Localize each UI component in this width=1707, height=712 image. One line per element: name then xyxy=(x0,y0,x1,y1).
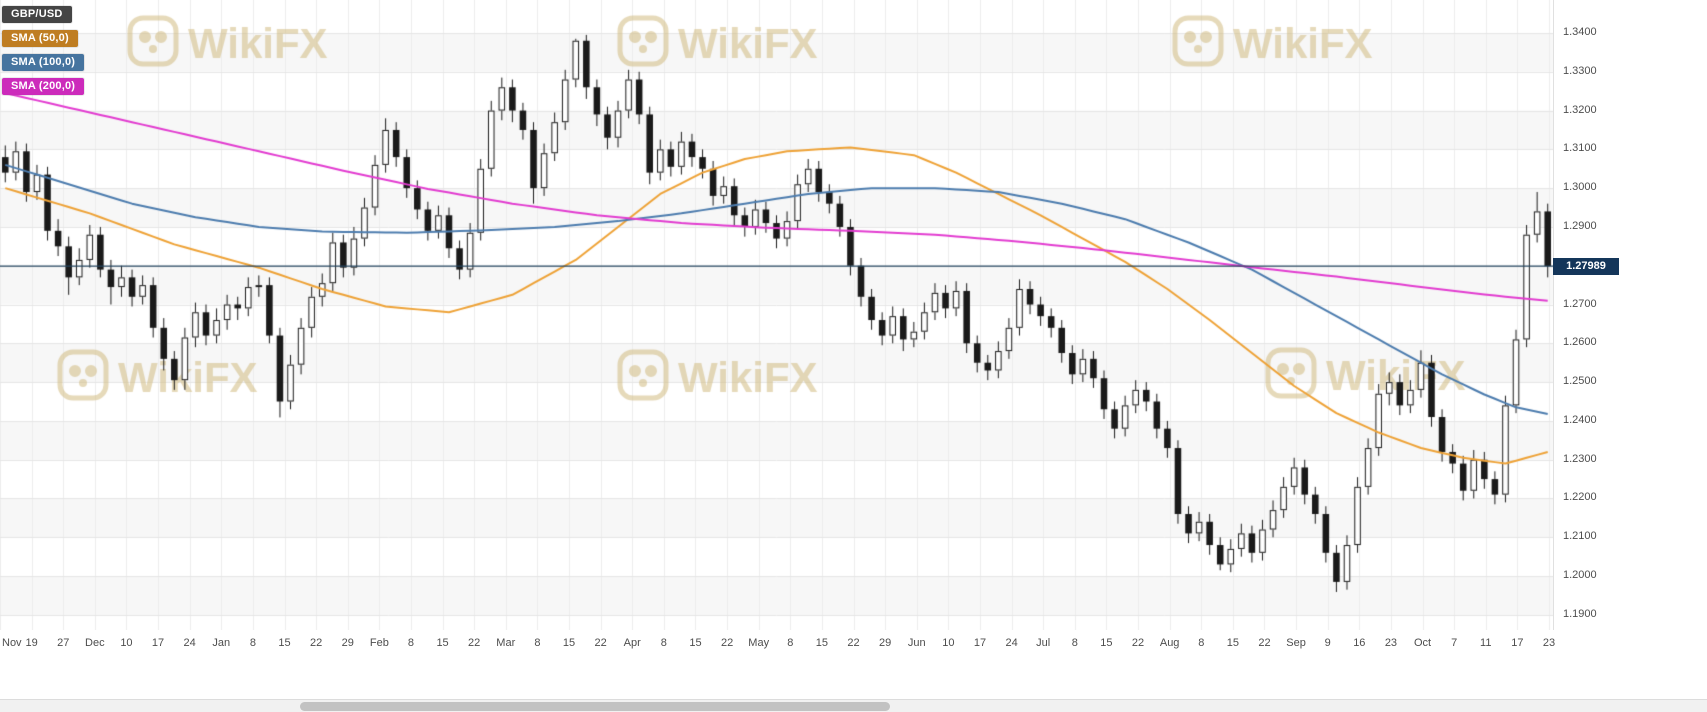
time-tick-label: Aug xyxy=(1159,637,1180,649)
time-tick-label: 22 xyxy=(468,637,481,649)
time-tick-label: 9 xyxy=(1324,637,1331,649)
time-tick-label: 22 xyxy=(1258,637,1271,649)
time-tick-label: Nov xyxy=(2,637,22,649)
time-tick-label: May xyxy=(748,637,770,649)
price-tick-label: 1.2500 xyxy=(1563,375,1597,388)
time-tick-label: 8 xyxy=(787,637,794,649)
time-tick-label: 15 xyxy=(815,637,829,649)
price-tick-label: 1.2900 xyxy=(1563,219,1597,232)
time-tick-label: 15 xyxy=(1100,637,1113,649)
time-tick-label: Oct xyxy=(1413,637,1432,649)
time-tick-label: Apr xyxy=(623,637,641,649)
time-tick-label: 11 xyxy=(1480,637,1492,649)
price-chart-canvas[interactable] xyxy=(0,0,1553,630)
time-tick-label: 17 xyxy=(151,637,165,649)
time-tick-label: 19 xyxy=(25,637,38,649)
time-tick-label: 22 xyxy=(594,637,607,649)
time-tick-label: 15 xyxy=(1226,637,1239,649)
time-tick-label: 15 xyxy=(278,637,291,649)
price-tick-label: 1.2200 xyxy=(1563,491,1597,504)
time-tick-label: 10 xyxy=(942,637,955,649)
sma50-chip[interactable]: SMA (50,0) xyxy=(2,30,78,47)
time-axis[interactable]: Nov 19 27 Dec 10 17 24 Jan 8 15 22 29 Feb 8 15 22 Mar 8 15… xyxy=(0,631,1556,655)
scrollbar-thumb[interactable] xyxy=(300,702,890,711)
time-tick-label: 16 xyxy=(1353,637,1366,649)
time-tick-label: 23 xyxy=(1542,637,1556,649)
price-tick-label: 1.2400 xyxy=(1563,413,1597,426)
time-tick-label: 15 xyxy=(689,637,702,649)
price-tick-label: 1.2700 xyxy=(1563,297,1597,310)
price-axis[interactable]: 1.34001.33001.32001.31001.30001.29001.28… xyxy=(1553,0,1707,630)
price-tick-label: 1.2600 xyxy=(1563,336,1597,349)
time-tick-label: 27 xyxy=(57,637,70,649)
time-tick-label: 10 xyxy=(120,637,133,649)
time-tick-label: 29 xyxy=(879,637,892,649)
time-tick-label: 8 xyxy=(407,637,415,649)
price-tick-label: 1.2100 xyxy=(1563,530,1597,543)
time-tick-label: 8 xyxy=(534,637,541,649)
time-tick-label: 8 xyxy=(1198,637,1205,649)
price-tick-label: 1.3000 xyxy=(1563,181,1597,194)
price-tick-label: 1.3200 xyxy=(1563,103,1597,116)
legend: GBP/USD SMA (50,0) SMA (100,0) SMA (200,… xyxy=(2,6,85,95)
time-tick-label: 8 xyxy=(249,637,256,649)
time-tick-label: 22 xyxy=(309,637,323,649)
time-tick-label: Jun xyxy=(907,637,926,649)
time-tick-label: Sep xyxy=(1286,637,1306,649)
chart-plot xyxy=(0,0,1553,630)
current-price-badge: 1.27989 xyxy=(1553,258,1619,276)
time-tick-label: Dec xyxy=(85,637,105,649)
price-tick-label: 1.2300 xyxy=(1563,452,1597,465)
time-tick-label: 22 xyxy=(720,637,734,649)
horizontal-scrollbar[interactable] xyxy=(0,699,1707,712)
time-tick-label: Jul xyxy=(1036,637,1051,649)
price-tick-label: 1.1900 xyxy=(1563,607,1597,620)
time-tick-label: 22 xyxy=(1131,637,1145,649)
time-tick-label: 24 xyxy=(1005,637,1018,649)
time-tick-label: 15 xyxy=(562,637,576,649)
price-tick-label: 1.3100 xyxy=(1563,142,1597,155)
price-tick-label: 1.3300 xyxy=(1563,64,1597,77)
price-tick-label: 1.3400 xyxy=(1563,25,1597,38)
time-tick-label: Feb xyxy=(369,637,389,649)
time-tick-label: 17 xyxy=(973,637,987,649)
time-tick-label: 8 xyxy=(1071,637,1078,649)
time-tick-label: 22 xyxy=(847,637,860,649)
price-tick-label: 1.2000 xyxy=(1563,569,1597,582)
sma200-chip[interactable]: SMA (200,0) xyxy=(2,78,85,95)
time-tick-label: 8 xyxy=(660,637,667,649)
time-tick-label: 15 xyxy=(436,637,449,649)
time-tick-label: 24 xyxy=(183,637,196,649)
time-tick-label: 7 xyxy=(1451,637,1458,649)
time-tick-label: Mar xyxy=(496,637,516,649)
time-tick-label: Jan xyxy=(212,637,231,649)
time-tick-label: 29 xyxy=(341,637,354,649)
time-tick-label: 23 xyxy=(1384,637,1398,649)
sma100-chip[interactable]: SMA (100,0) xyxy=(2,54,85,71)
time-tick-label: 17 xyxy=(1511,637,1524,649)
symbol-chip[interactable]: GBP/USD xyxy=(2,6,72,23)
